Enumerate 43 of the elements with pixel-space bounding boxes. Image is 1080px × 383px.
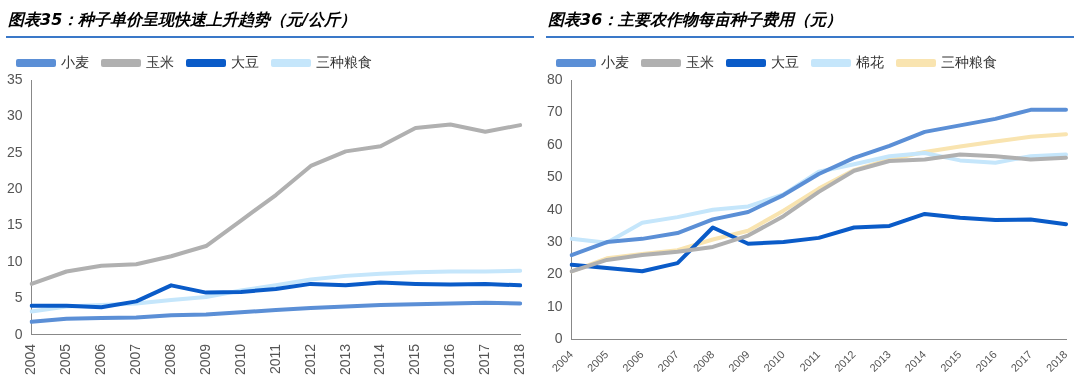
legend-label: 玉米 bbox=[686, 53, 714, 70]
y-tick-label: 20 bbox=[6, 180, 23, 197]
legend-label: 小麦 bbox=[61, 53, 89, 70]
y-tick-label: 20 bbox=[546, 265, 563, 282]
y-tick-label: 80 bbox=[546, 70, 563, 87]
legend-label: 大豆 bbox=[771, 53, 799, 70]
x-tick-label: 2006 bbox=[92, 343, 109, 376]
x-tick-label: 2011 bbox=[266, 343, 283, 374]
y-tick-label: 0 bbox=[554, 330, 563, 347]
legend-label: 玉米 bbox=[146, 53, 174, 70]
y-tick-label: 10 bbox=[546, 297, 563, 314]
x-tick-label: 2017 bbox=[476, 343, 493, 376]
x-tick-label: 2005 bbox=[57, 343, 74, 376]
legend-label: 大豆 bbox=[231, 53, 259, 70]
y-tick-label: 30 bbox=[546, 232, 563, 249]
x-tick-label: 2013 bbox=[336, 343, 353, 376]
y-tick-label: 25 bbox=[6, 143, 23, 160]
y-tick-label: 50 bbox=[546, 168, 563, 185]
y-tick-label: 0 bbox=[14, 325, 23, 342]
x-tick-label: 2008 bbox=[162, 343, 179, 376]
x-tick-label: 2018 bbox=[511, 343, 528, 376]
x-tick-label: 2004 bbox=[22, 343, 39, 376]
x-tick-label: 2015 bbox=[406, 343, 423, 376]
x-tick-label: 2016 bbox=[441, 343, 458, 376]
x-tick-label: 2012 bbox=[301, 343, 318, 376]
chart-title: 图表36：主要农作物每亩种子费用（元） bbox=[547, 9, 844, 31]
x-tick-label: 2010 bbox=[231, 343, 248, 376]
legend-label: 小麦 bbox=[601, 53, 629, 70]
y-tick-label: 60 bbox=[546, 135, 563, 152]
y-tick-label: 15 bbox=[6, 216, 23, 233]
y-tick-label: 30 bbox=[6, 107, 23, 124]
x-tick-label: 2009 bbox=[196, 343, 213, 376]
y-tick-label: 35 bbox=[6, 70, 23, 87]
y-tick-label: 5 bbox=[14, 289, 23, 306]
y-tick-label: 40 bbox=[546, 200, 563, 217]
y-tick-label: 10 bbox=[6, 252, 23, 269]
legend-label: 三种粮食 bbox=[941, 53, 997, 70]
legend-label: 棉花 bbox=[856, 53, 884, 70]
x-tick-label: 2007 bbox=[127, 343, 144, 376]
chart-title: 图表35：种子单价呈现快速上升趋势（元/公斤） bbox=[7, 9, 358, 31]
y-tick-label: 70 bbox=[546, 103, 563, 120]
legend-label: 三种粮食 bbox=[316, 53, 372, 70]
x-tick-label: 2014 bbox=[371, 343, 388, 376]
